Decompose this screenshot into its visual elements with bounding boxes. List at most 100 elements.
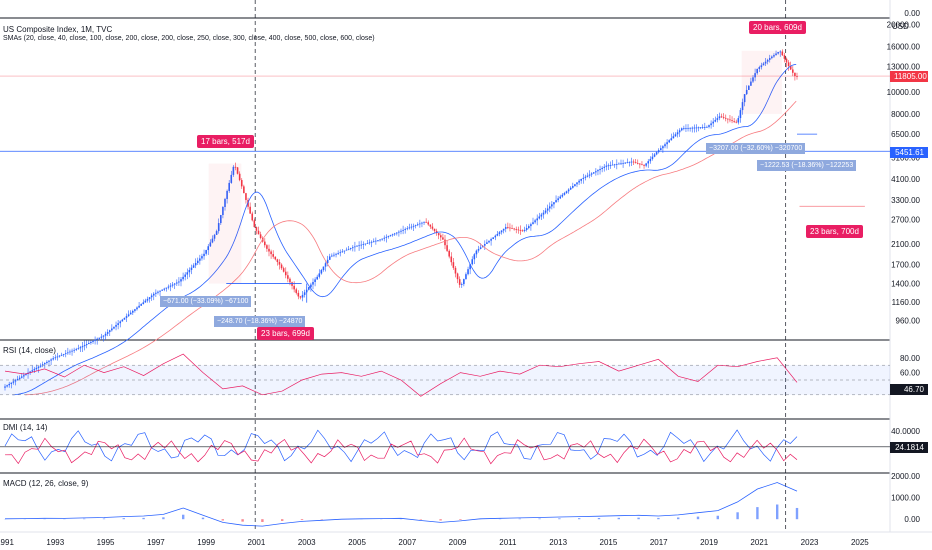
candle-body xyxy=(238,173,241,181)
macd-label: MACD (12, 26, close, 9) xyxy=(3,479,89,488)
candle-body xyxy=(548,206,551,209)
candle-body xyxy=(220,215,222,224)
candle-body xyxy=(419,223,421,225)
candle-body xyxy=(626,162,629,164)
candle-body xyxy=(75,349,78,350)
candle-body xyxy=(687,127,689,129)
candle-body xyxy=(469,264,471,270)
candle-body xyxy=(20,376,23,378)
candle-body xyxy=(393,233,396,235)
candle-body xyxy=(664,144,666,147)
candle-body xyxy=(754,73,756,78)
candle-body xyxy=(349,248,352,249)
candle-body xyxy=(733,120,735,122)
candle-body xyxy=(511,228,513,229)
candle-body xyxy=(655,152,658,155)
candle-body xyxy=(555,200,557,203)
candle-body xyxy=(171,284,174,286)
candle-body xyxy=(530,224,532,227)
candle-body xyxy=(528,226,530,229)
candle-body xyxy=(450,256,453,263)
candle-body xyxy=(33,369,36,371)
candle-body xyxy=(14,380,17,382)
candle-body xyxy=(368,242,371,244)
candle-body xyxy=(148,297,151,299)
candle-body xyxy=(689,127,691,129)
candle-body xyxy=(324,263,327,267)
candle-body xyxy=(4,386,6,388)
candle-body xyxy=(129,312,132,315)
candle-body xyxy=(111,328,113,331)
candle-body xyxy=(46,361,48,364)
candle-body xyxy=(536,218,538,221)
dmi-value-tag: 24.1814 xyxy=(890,442,928,453)
candle-body xyxy=(161,289,163,291)
candle-body xyxy=(787,62,790,67)
candle-body xyxy=(169,285,172,287)
dmi-label: DMI (14, 14) xyxy=(3,423,48,432)
candle-body xyxy=(486,242,488,244)
candle-body xyxy=(356,245,358,247)
candle-body xyxy=(624,162,626,164)
candle-body xyxy=(647,161,650,164)
candle-body xyxy=(303,292,306,295)
candle-body xyxy=(83,345,86,347)
candle-body xyxy=(699,127,702,129)
candle-body xyxy=(159,290,161,292)
macd-histogram-bar xyxy=(795,507,799,520)
candle-body xyxy=(199,258,201,261)
x-tick-2011: 2011 xyxy=(499,538,517,547)
candle-body xyxy=(316,276,318,280)
rsi-line xyxy=(4,353,798,397)
candle-body xyxy=(785,58,788,63)
macd-histogram-bar xyxy=(558,518,561,520)
candle-body xyxy=(182,276,184,280)
candle-body xyxy=(741,102,744,111)
candle-body xyxy=(720,116,723,118)
candle-body xyxy=(243,186,245,194)
candle-body xyxy=(328,256,331,260)
measure-badge-3: 20 bars, 609d xyxy=(749,21,806,34)
candle-body xyxy=(670,138,673,141)
candle-body xyxy=(771,56,773,59)
y-tick-1: 16000.00 xyxy=(887,42,921,51)
candle-body xyxy=(630,161,633,163)
candle-body xyxy=(249,206,251,214)
candle-body xyxy=(402,229,404,231)
candle-body xyxy=(494,235,497,238)
candle-body xyxy=(347,248,350,250)
candle-body xyxy=(777,52,779,54)
candle-body xyxy=(513,228,515,230)
candle-body xyxy=(408,227,411,229)
candle-body xyxy=(574,184,576,187)
candle-body xyxy=(724,117,727,119)
candle-body xyxy=(318,273,321,277)
candle-body xyxy=(96,338,98,340)
candle-body xyxy=(463,279,465,285)
macd-histogram-bar xyxy=(677,517,680,520)
candle-body xyxy=(205,250,207,254)
candle-body xyxy=(523,229,526,231)
x-tick-2023: 2023 xyxy=(801,538,819,547)
candle-body xyxy=(674,134,677,137)
candle-body xyxy=(431,226,434,229)
candle-body xyxy=(592,172,595,174)
x-tick-2003: 2003 xyxy=(298,538,316,547)
measure-box-4: −1222.53 (−18.36%) −122253 xyxy=(757,160,857,171)
candle-body xyxy=(331,255,333,257)
candle-body xyxy=(704,127,706,128)
candle-body xyxy=(8,383,10,386)
candle-body xyxy=(756,68,758,74)
candle-body xyxy=(301,294,304,298)
candle-body xyxy=(590,173,593,175)
candle-body xyxy=(138,305,140,308)
candle-body xyxy=(173,283,176,285)
candle-body xyxy=(194,263,197,266)
candle-body xyxy=(253,220,256,228)
candle-body xyxy=(140,304,142,306)
candle-body xyxy=(607,165,610,167)
candle-body xyxy=(616,163,618,165)
candle-body xyxy=(781,51,784,56)
candle-body xyxy=(460,284,463,285)
